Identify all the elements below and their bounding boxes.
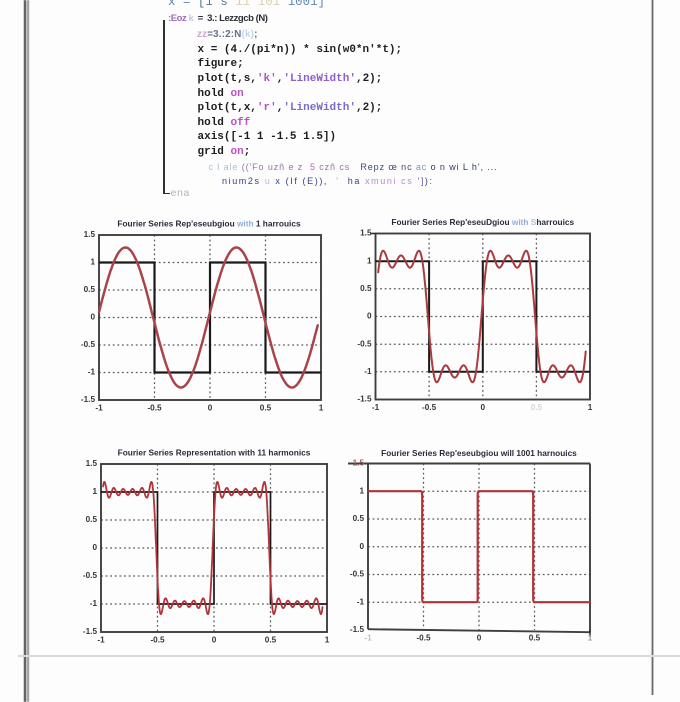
svg-text:-1: -1 (357, 597, 365, 606)
svg-text:0.5: 0.5 (84, 285, 96, 294)
svg-text:-0.5: -0.5 (416, 634, 431, 643)
svg-text:-1.5: -1.5 (81, 395, 96, 404)
svg-text:1: 1 (325, 636, 330, 645)
svg-text:1: 1 (367, 256, 372, 265)
svg-text:1: 1 (92, 487, 97, 496)
svg-text:-0.5: -0.5 (81, 340, 96, 349)
svg-text:-0.5: -0.5 (150, 636, 165, 645)
svg-text:-1.5: -1.5 (83, 627, 98, 636)
svg-text:0: 0 (92, 543, 97, 552)
svg-text:1: 1 (359, 486, 364, 495)
svg-text:0.5: 0.5 (531, 403, 543, 412)
svg-text:0.5: 0.5 (260, 404, 272, 413)
svg-text:-1: -1 (88, 368, 96, 377)
svg-text:-1: -1 (364, 634, 372, 643)
svg-text:-1: -1 (90, 599, 98, 608)
svg-text:-1: -1 (97, 636, 105, 645)
svg-text:-1: -1 (95, 404, 103, 413)
svg-text:0: 0 (212, 636, 217, 645)
svg-text:-0.5: -0.5 (350, 570, 365, 579)
svg-text:-0.5: -0.5 (357, 339, 372, 348)
svg-text:0: 0 (367, 312, 372, 321)
svg-text:-1.5: -1.5 (350, 625, 365, 634)
svg-text:1.5: 1.5 (86, 459, 98, 468)
svg-text:0.5: 0.5 (265, 636, 277, 645)
svg-text:0: 0 (477, 634, 482, 643)
svg-text:1: 1 (588, 634, 593, 643)
svg-text:0.5: 0.5 (360, 284, 372, 293)
svg-text:-0.5: -0.5 (83, 571, 98, 580)
svg-text:0.5: 0.5 (86, 515, 98, 524)
svg-text:0.5: 0.5 (529, 634, 541, 643)
svg-text:1: 1 (588, 403, 593, 412)
svg-text:-0.5: -0.5 (422, 403, 437, 412)
svg-text:0.5: 0.5 (353, 514, 365, 523)
svg-text:1.5: 1.5 (84, 230, 96, 239)
svg-text:0: 0 (359, 542, 364, 551)
svg-text:Fourier Series Rep'eseuDgiou w: Fourier Series Rep'eseuDgiou with Sharro… (391, 217, 574, 227)
svg-text:1.5: 1.5 (353, 459, 365, 468)
svg-text:Fourier Series Rep'eseubgiou w: Fourier Series Rep'eseubgiou with 1 harr… (117, 219, 301, 229)
svg-text:0: 0 (481, 403, 486, 412)
svg-text:0: 0 (90, 313, 95, 322)
svg-text:Fourier Series Rep'eseubgiou w: Fourier Series Rep'eseubgiou will 1001 h… (381, 448, 577, 458)
svg-text:1: 1 (90, 258, 95, 267)
svg-text:0: 0 (208, 404, 213, 413)
svg-text:1.5: 1.5 (360, 229, 372, 238)
svg-text:-1: -1 (364, 367, 372, 376)
svg-text:-0.5: -0.5 (147, 404, 162, 413)
svg-text:-1.5: -1.5 (357, 395, 372, 404)
svg-text:Fourier Series Representation: Fourier Series Representation with 11 ha… (118, 448, 311, 458)
svg-text:1: 1 (319, 404, 324, 413)
svg-text:-1: -1 (372, 403, 380, 412)
